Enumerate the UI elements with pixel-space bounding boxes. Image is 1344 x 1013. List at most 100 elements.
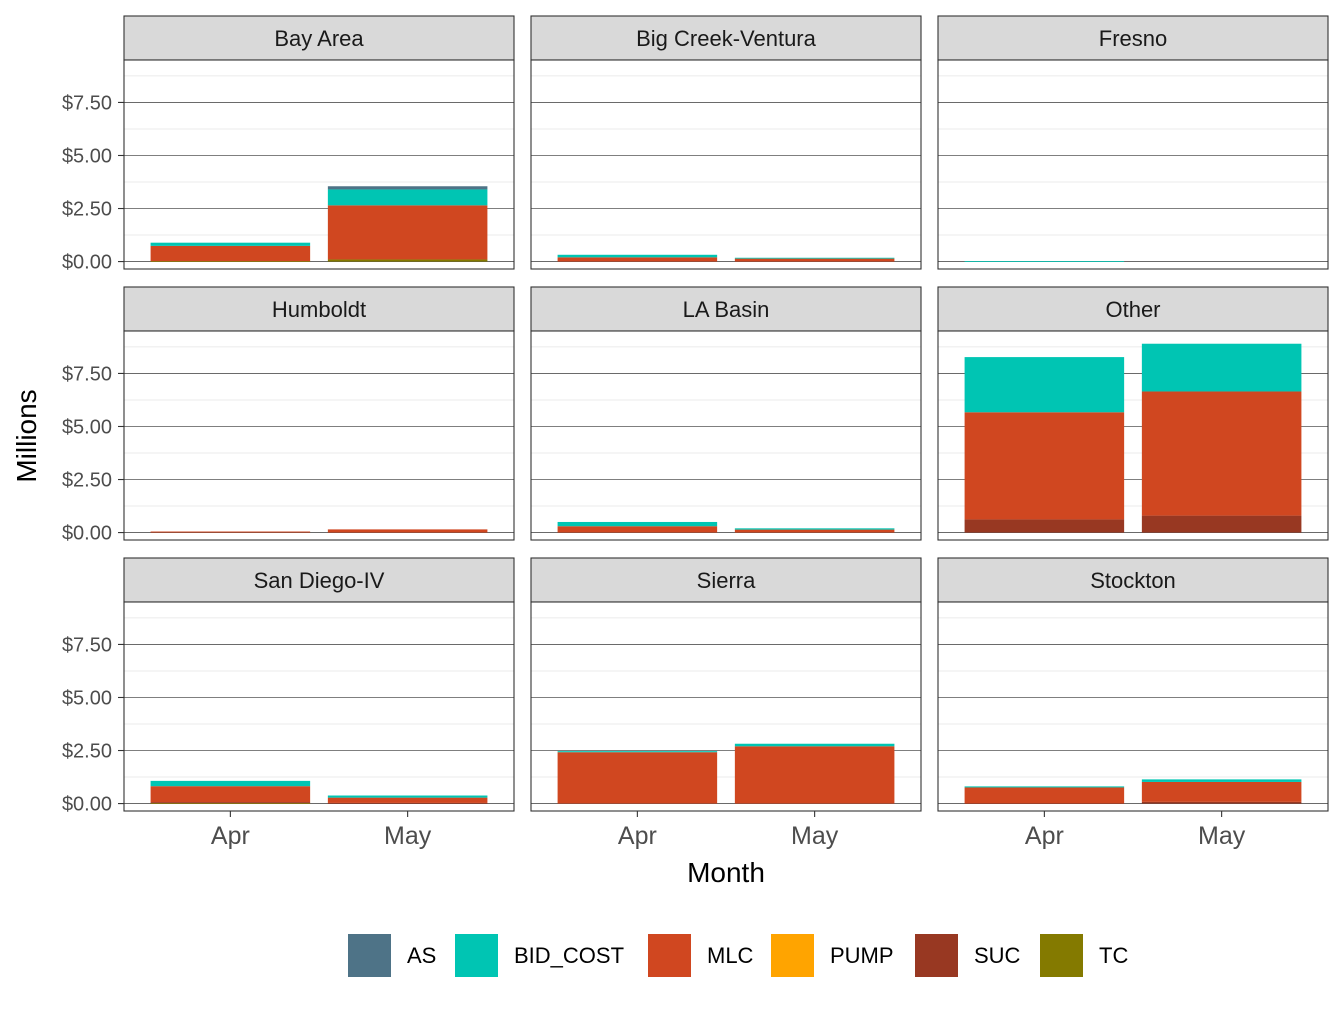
legend-label-tc: TC — [1099, 943, 1128, 968]
y-tick-label: $2.50 — [62, 470, 112, 492]
bar-segment-other-may-suc — [1141, 515, 1302, 533]
bar-segment-big-creek-ventura-may-bid-cost — [734, 257, 895, 259]
bar-segment-la-basin-apr-mlc — [557, 526, 718, 533]
facet-strip-la-basin — [530, 286, 922, 332]
bar-segment-la-basin-may-bid-cost — [734, 528, 895, 530]
bar-segment-san-diego-iv-apr-bid-cost — [150, 780, 311, 787]
x-tick-label: May — [384, 822, 432, 850]
y-tick-label: $0.00 — [62, 794, 112, 816]
bar-segment-stockton-may-suc — [1141, 801, 1302, 804]
legend-swatch-bid-cost — [455, 934, 498, 977]
x-tick-label: Apr — [1025, 822, 1064, 850]
bar-segment-stockton-apr-suc — [964, 803, 1125, 804]
legend-label-pump: PUMP — [830, 943, 894, 968]
y-tick-label: $7.50 — [62, 634, 112, 656]
facet-label-san-diego-iv: San Diego-IV — [254, 568, 385, 593]
facet-label-bay-area: Bay Area — [274, 26, 364, 51]
bar-segment-bay-area-apr-bid-cost — [150, 242, 311, 246]
panel-border-other — [937, 330, 1329, 541]
y-tick-label: $7.50 — [62, 363, 112, 385]
facet-label-stockton: Stockton — [1090, 568, 1176, 593]
facet-strip-sierra — [530, 557, 922, 603]
panel-border-san-diego-iv — [123, 601, 515, 812]
bar-segment-san-diego-iv-may-mlc — [327, 797, 488, 803]
bar-segment-san-diego-iv-may-bid-cost — [327, 795, 488, 798]
facet-label-humboldt: Humboldt — [272, 297, 366, 322]
bar-segment-san-diego-iv-may-suc — [327, 802, 488, 804]
y-tick-label: $5.00 — [62, 687, 112, 709]
facet-label-la-basin: LA Basin — [683, 297, 770, 322]
bar-segment-big-creek-ventura-may-mlc — [734, 258, 895, 262]
bar-segment-stockton-apr-mlc — [964, 787, 1125, 804]
facet-label-other: Other — [1105, 297, 1160, 322]
bar-segment-la-basin-may-mlc — [734, 529, 895, 533]
x-axis-title: Month — [687, 857, 765, 888]
legend-label-bid-cost: BID_COST — [514, 943, 624, 968]
bar-segment-stockton-apr-bid-cost — [964, 786, 1125, 788]
bar-segment-bay-area-may-mlc — [327, 205, 488, 260]
y-tick-label: $2.50 — [62, 199, 112, 221]
bar-segment-other-may-mlc — [1141, 391, 1302, 516]
bar-segment-bay-area-may-tc — [327, 259, 488, 262]
legend-swatch-tc — [1040, 934, 1083, 977]
facet-strip-bay-area — [123, 15, 515, 61]
legend-label-as: AS — [407, 943, 436, 968]
facet-label-big-creek-ventura: Big Creek-Ventura — [636, 26, 817, 51]
bar-segment-humboldt-may-mlc — [327, 529, 488, 533]
x-tick-label: Apr — [211, 822, 250, 850]
bar-segment-big-creek-ventura-apr-mlc — [557, 257, 718, 262]
facet-strip-fresno — [937, 15, 1329, 61]
bar-segment-stockton-may-mlc — [1141, 781, 1302, 802]
panel-border-bay-area — [123, 59, 515, 270]
y-tick-label: $2.50 — [62, 741, 112, 763]
y-tick-label: $0.00 — [62, 252, 112, 274]
legend-swatch-pump — [771, 934, 814, 977]
bar-segment-sierra-apr-mlc — [557, 752, 718, 804]
bar-segment-other-apr-bid-cost — [964, 357, 1125, 413]
y-tick-label: $7.50 — [62, 92, 112, 114]
legend-swatch-mlc — [648, 934, 691, 977]
bar-segment-big-creek-ventura-apr-bid-cost — [557, 254, 718, 258]
bar-segment-other-may-bid-cost — [1141, 343, 1302, 392]
panel-border-humboldt — [123, 330, 515, 541]
bar-segment-bay-area-may-as — [327, 186, 488, 190]
panel-background-humboldt — [124, 331, 514, 540]
bar-segment-san-diego-iv-apr-suc — [150, 802, 311, 804]
panel-border-la-basin — [530, 330, 922, 541]
facet-strip-humboldt — [123, 286, 515, 332]
bar-segment-bay-area-may-bid-cost — [327, 189, 488, 206]
panel-border-sierra — [530, 601, 922, 812]
bar-segment-sierra-apr-bid-cost — [557, 751, 718, 753]
bar-segment-sierra-may-bid-cost — [734, 743, 895, 747]
panel-background-san-diego-iv — [124, 602, 514, 811]
bar-segment-other-apr-suc — [964, 519, 1125, 533]
y-tick-label: $5.00 — [62, 416, 112, 438]
bar-segment-other-apr-mlc — [964, 412, 1125, 520]
bar-segment-sierra-may-mlc — [734, 746, 895, 804]
panel-border-stockton — [937, 601, 1329, 812]
y-axis-title: Millions — [11, 389, 42, 482]
bar-segment-san-diego-iv-apr-tc — [150, 803, 311, 804]
bar-segment-bay-area-apr-tc — [150, 261, 311, 262]
legend-swatch-as — [348, 934, 391, 977]
legend-label-mlc: MLC — [707, 943, 754, 968]
facet-strip-big-creek-ventura — [530, 15, 922, 61]
panel-background-fresno — [938, 60, 1328, 269]
bar-segment-stockton-may-bid-cost — [1141, 779, 1302, 782]
legend-swatch-suc — [915, 934, 958, 977]
bar-segment-humboldt-apr-mlc — [150, 531, 311, 533]
x-tick-label: Apr — [618, 822, 657, 850]
facet-label-sierra: Sierra — [697, 568, 756, 593]
panel-border-big-creek-ventura — [530, 59, 922, 270]
bar-segment-san-diego-iv-apr-mlc — [150, 786, 311, 803]
panel-background-la-basin — [531, 331, 921, 540]
panel-background-big-creek-ventura — [531, 60, 921, 269]
legend-label-suc: SUC — [974, 943, 1021, 968]
x-tick-label: May — [791, 822, 839, 850]
facet-strip-san-diego-iv — [123, 557, 515, 603]
panel-border-fresno — [937, 59, 1329, 270]
bar-segment-la-basin-apr-bid-cost — [557, 521, 718, 527]
bar-segment-bay-area-apr-mlc — [150, 245, 311, 262]
